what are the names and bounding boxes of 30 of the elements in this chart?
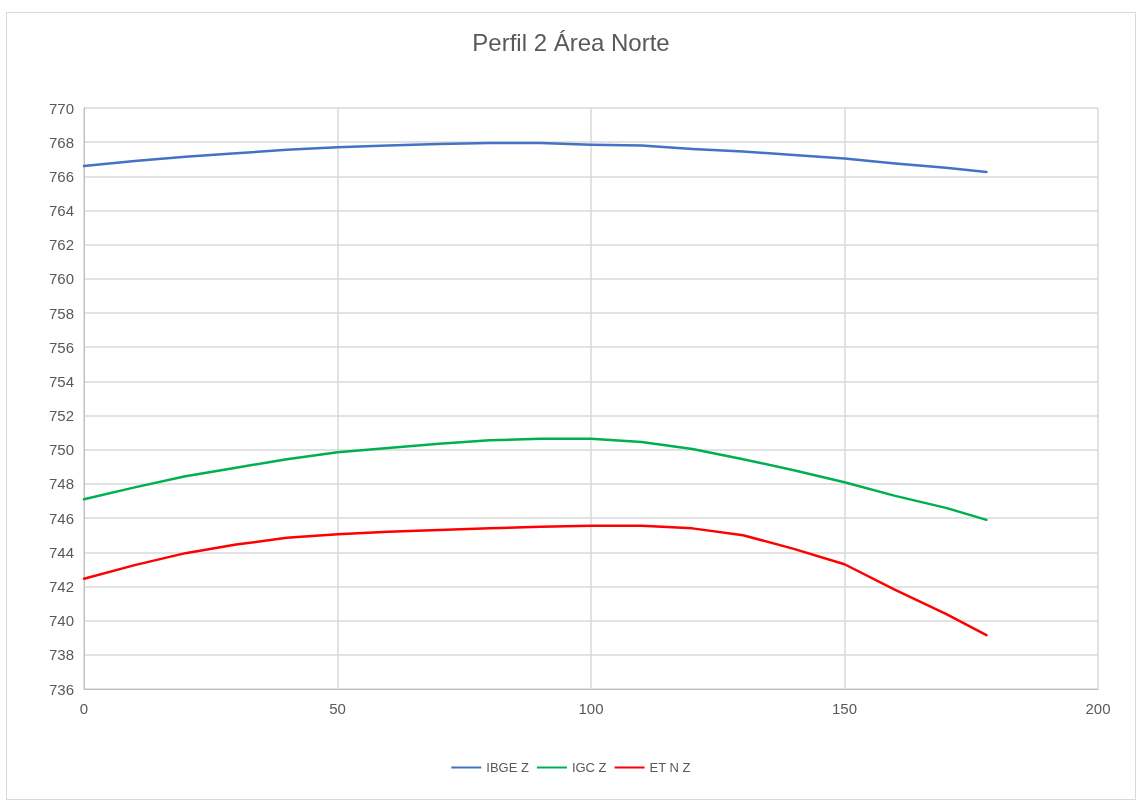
legend-label: IGC Z	[571, 760, 607, 775]
y-tick-label: 762	[48, 236, 74, 254]
y-tick-label: 758	[48, 304, 74, 322]
y-tick-label: 748	[48, 475, 74, 493]
y-tick-label: 738	[48, 646, 74, 664]
x-tick-label: 100	[578, 700, 604, 717]
y-tick-label: 750	[48, 441, 74, 459]
y-tick-label: 744	[48, 543, 74, 561]
legend-label: ET N Z	[649, 760, 691, 775]
y-tick-label: 766	[48, 167, 74, 185]
y-tick-label: 740	[48, 612, 74, 630]
y-tick-label: 754	[48, 372, 74, 390]
chart-title: Perfil 2 Área Norte	[472, 28, 670, 56]
x-tick-label: 50	[329, 700, 346, 717]
legend-label: IBGE Z	[486, 760, 529, 775]
y-tick-label: 764	[48, 202, 74, 220]
line-series	[82, 141, 988, 174]
y-tick-label: 752	[48, 407, 74, 425]
y-tick-label: 770	[48, 99, 74, 117]
line-series	[82, 437, 988, 522]
y-tick-label: 760	[48, 270, 74, 288]
y-tick-label: 756	[48, 338, 74, 356]
line-series	[82, 524, 988, 637]
x-tick-label: 0	[79, 700, 89, 717]
x-tick-label: 150	[831, 700, 858, 717]
x-tick-label: 200	[1085, 700, 1111, 717]
y-tick-label: 742	[48, 577, 74, 595]
y-tick-label: 768	[48, 133, 74, 151]
y-tick-label: 746	[48, 509, 74, 527]
y-tick-label: 736	[48, 680, 74, 698]
